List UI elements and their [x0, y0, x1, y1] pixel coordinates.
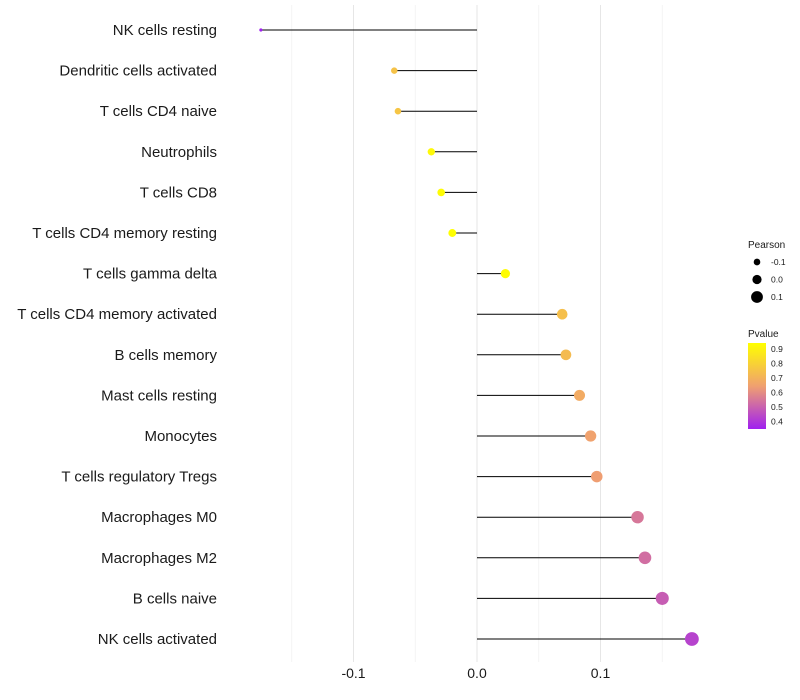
lollipop-dot	[427, 148, 435, 156]
lollipop-dots	[259, 28, 699, 646]
category-labels: NK cells resting Dendritic cells activate…	[17, 22, 217, 648]
legend-color-label: 0.4	[771, 417, 783, 427]
lollipop-stems	[260, 29, 692, 640]
category-label: T cells CD4 memory activated	[17, 306, 217, 323]
lollipop-dot	[556, 308, 568, 320]
legend-size-dot	[752, 274, 762, 285]
legend-color-title: Pvalue	[748, 329, 779, 340]
lollipop-dot	[448, 229, 457, 237]
category-label: Macrophages M0	[101, 509, 217, 526]
lollipop-dot	[259, 28, 263, 32]
x-axis-ticks: -0.1 0.0 0.1	[341, 665, 610, 681]
lollipop-dot	[394, 107, 402, 115]
category-label: T cells regulatory Tregs	[61, 469, 217, 486]
legend-size-dot	[751, 291, 763, 303]
category-label: T cells CD4 memory resting	[32, 225, 217, 242]
category-label: T cells CD8	[140, 184, 217, 201]
lollipop-dot	[655, 591, 669, 605]
x-tick-label: 0.0	[467, 665, 487, 681]
legend-colorbar	[748, 343, 766, 429]
lollipop-dot	[684, 632, 699, 646]
category-label: Mast cells resting	[101, 387, 217, 404]
category-label: B cells memory	[114, 347, 217, 364]
lollipop-dot	[573, 389, 586, 401]
legend-color-label: 0.6	[771, 388, 783, 398]
legend-size-label: 0.1	[771, 292, 783, 302]
category-label: T cells CD4 naive	[100, 103, 217, 120]
category-label: NK cells activated	[98, 631, 217, 648]
category-label: NK cells resting	[113, 22, 217, 39]
legend-size-title: Pearson	[748, 240, 785, 251]
lollipop-dot	[500, 268, 511, 279]
lollipop-dot	[638, 551, 652, 565]
legend-color-label: 0.8	[771, 358, 783, 368]
category-label: B cells naive	[133, 590, 217, 607]
lollipop-dot	[560, 349, 572, 361]
grid-lines	[291, 5, 663, 662]
legend-size-label: 0.0	[771, 275, 783, 285]
legend-color-ticks: 0.9 0.8 0.7 0.6 0.5 0.4	[771, 344, 783, 427]
category-label: T cells gamma delta	[83, 266, 218, 283]
lollipop-dot	[391, 67, 398, 74]
legend: Pearson -0.10.00.1 Pvalue 0.90.80.70.60.…	[748, 240, 786, 429]
category-label: Monocytes	[144, 428, 217, 445]
category-label: Macrophages M2	[101, 550, 217, 567]
x-tick-label: 0.1	[591, 665, 611, 681]
legend-size-label: -0.1	[771, 257, 786, 267]
x-tick-label: -0.1	[341, 665, 365, 681]
lollipop-dot	[591, 470, 603, 483]
lollipop-dot	[437, 188, 445, 197]
legend-color-label: 0.9	[771, 344, 783, 354]
legend-size-dot	[753, 258, 761, 266]
category-label: Dendritic cells activated	[59, 63, 217, 80]
legend-color-label: 0.5	[771, 402, 783, 412]
category-label: Neutrophils	[141, 144, 217, 161]
legend-size-items: -0.1 0.0 0.1	[751, 257, 786, 303]
lollipop-dot	[631, 510, 644, 524]
lollipop-dot	[584, 430, 597, 442]
legend-color-label: 0.7	[771, 373, 783, 383]
